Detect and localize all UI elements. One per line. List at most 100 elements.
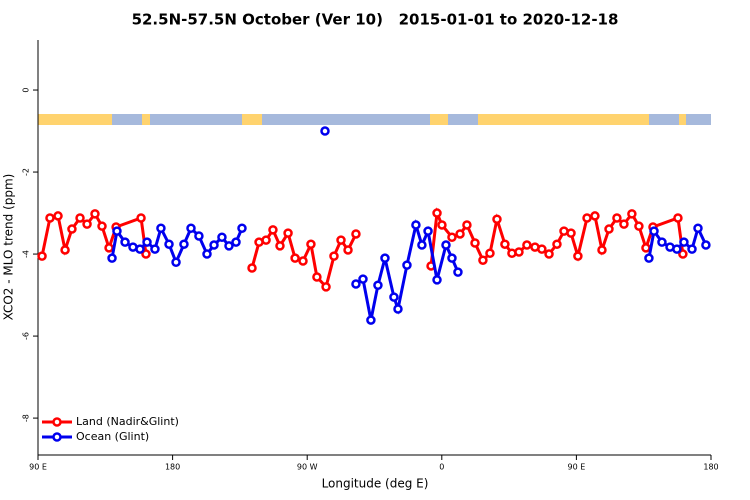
data-point [164, 239, 174, 249]
data-point [329, 251, 339, 261]
data-point [462, 220, 472, 230]
data-point [693, 223, 703, 233]
data-point [136, 213, 146, 223]
data-point [112, 226, 122, 236]
data-point [500, 239, 510, 249]
data-point [45, 213, 55, 223]
data-point [393, 304, 403, 314]
data-point [194, 231, 204, 241]
x-tick-label: 0 [439, 463, 444, 472]
data-point [566, 228, 576, 238]
data-point [672, 244, 682, 254]
data-point [417, 240, 427, 250]
data-point [156, 223, 166, 233]
legend-marker [52, 417, 62, 427]
data-point [679, 237, 689, 247]
y-tick-label: -8 [22, 414, 31, 422]
data-point [544, 249, 554, 259]
data-point [492, 214, 502, 224]
data-point [209, 240, 219, 250]
data-point [441, 240, 451, 250]
data-point [135, 244, 145, 254]
data-point [389, 292, 399, 302]
data-point [423, 226, 433, 236]
data-point [60, 245, 70, 255]
legend-label: Ocean (Glint) [76, 430, 149, 443]
data-point [202, 249, 212, 259]
data-point [657, 237, 667, 247]
legend-label: Land (Nadir&Glint) [76, 415, 179, 428]
data-point [470, 238, 480, 248]
data-point [351, 279, 361, 289]
data-point [597, 245, 607, 255]
data-point [641, 243, 651, 253]
data-point [366, 315, 376, 325]
data-point [224, 241, 234, 251]
data-point [53, 211, 63, 221]
data-point [437, 220, 447, 230]
data-point [306, 239, 316, 249]
data-point [537, 244, 547, 254]
data-point [402, 260, 412, 270]
data-point [522, 240, 532, 250]
data-point [649, 226, 659, 236]
data-point [217, 232, 227, 242]
data-point [673, 213, 683, 223]
y-axis-label: XCO2 - MLO trend (ppm) [2, 174, 16, 321]
data-point [453, 267, 463, 277]
data-point [373, 280, 383, 290]
data-point [343, 245, 353, 255]
x-tick-label: 90 E [568, 463, 586, 472]
data-point [590, 211, 600, 221]
data-point [104, 243, 114, 253]
data-point [120, 237, 130, 247]
x-tick-label: 180 [703, 463, 718, 472]
data-point [179, 239, 189, 249]
legend-marker [52, 432, 62, 442]
data-point [612, 213, 622, 223]
data-point [298, 256, 308, 266]
data-point [150, 244, 160, 254]
data-point [336, 235, 346, 245]
data-point [75, 213, 85, 223]
data-point [312, 272, 322, 282]
data-point [290, 253, 300, 263]
data-point [67, 224, 77, 234]
data-point [634, 221, 644, 231]
data-point [283, 228, 293, 238]
chart-title: 52.5N-57.5N October (Ver 10) 2015-01-01 … [132, 11, 619, 29]
y-tick-label: 0 [22, 87, 31, 92]
data-point [627, 209, 637, 219]
y-tick-label: -2 [22, 168, 31, 176]
data-point [82, 219, 92, 229]
data-point [90, 209, 100, 219]
data-point [97, 221, 107, 231]
data-point [573, 251, 583, 261]
data-point [37, 251, 47, 261]
x-tick-label: 90 W [297, 463, 318, 472]
data-point [247, 263, 257, 273]
data-point [485, 248, 495, 258]
data-point [701, 240, 711, 250]
data-point [514, 247, 524, 257]
data-point [231, 237, 241, 247]
x-tick-label: 90 E [29, 463, 47, 472]
data-point [619, 219, 629, 229]
data-point [358, 274, 368, 284]
data-point [455, 229, 465, 239]
data-point [604, 224, 614, 234]
data-point [432, 275, 442, 285]
data-point [432, 208, 442, 218]
data-point [275, 241, 285, 251]
data-point [320, 126, 330, 136]
data-point [261, 235, 271, 245]
y-tick-label: -4 [22, 250, 31, 258]
data-point [351, 229, 361, 239]
data-point [687, 244, 697, 254]
data-point [447, 253, 457, 263]
data-point [644, 253, 654, 263]
data-point [411, 220, 421, 230]
data-point [171, 257, 181, 268]
x-tick-label: 180 [165, 463, 180, 472]
